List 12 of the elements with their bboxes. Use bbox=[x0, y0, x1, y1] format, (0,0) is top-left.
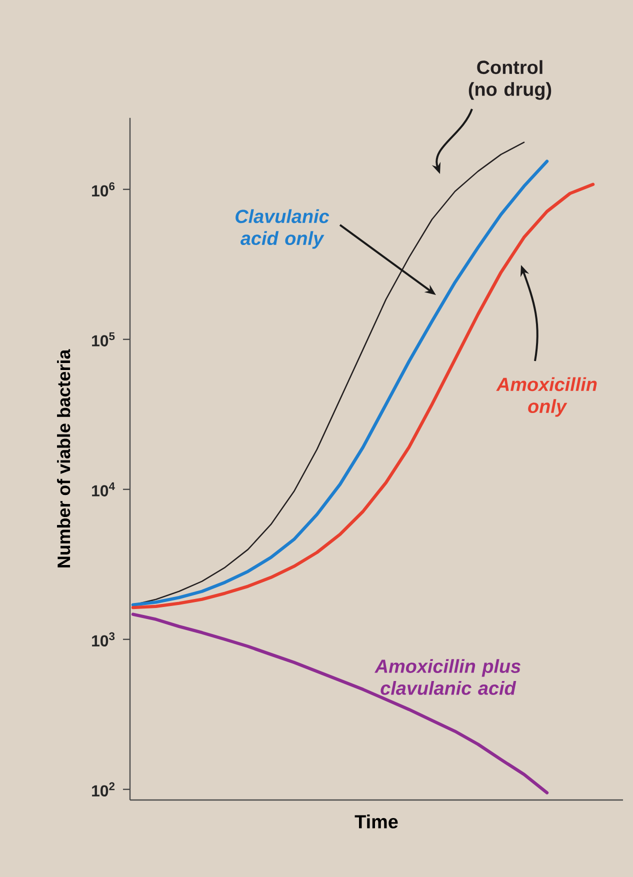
y-axis-title: Number of viable bacteria bbox=[57, 349, 70, 568]
line-series bbox=[131, 612, 549, 794]
text: Clavulanic acid only bbox=[236, 209, 330, 249]
text: Amoxicillin only bbox=[496, 377, 597, 417]
y-tick-label: 10$^{5}$ bbox=[92, 332, 115, 346]
series-label: Amoxicillin plus clavulanic acid bbox=[374, 659, 520, 695]
x-axis-title: Time bbox=[354, 814, 398, 828]
y-tick-label: 10$^{6}$ bbox=[92, 182, 115, 196]
text: Control (no drug) bbox=[468, 60, 552, 100]
y-tick-label: 10$^{2}$ bbox=[92, 782, 115, 796]
y-tick-label: 10$^{3}$ bbox=[92, 632, 115, 646]
y-tick-label: 10$^{4}$ bbox=[92, 482, 115, 496]
